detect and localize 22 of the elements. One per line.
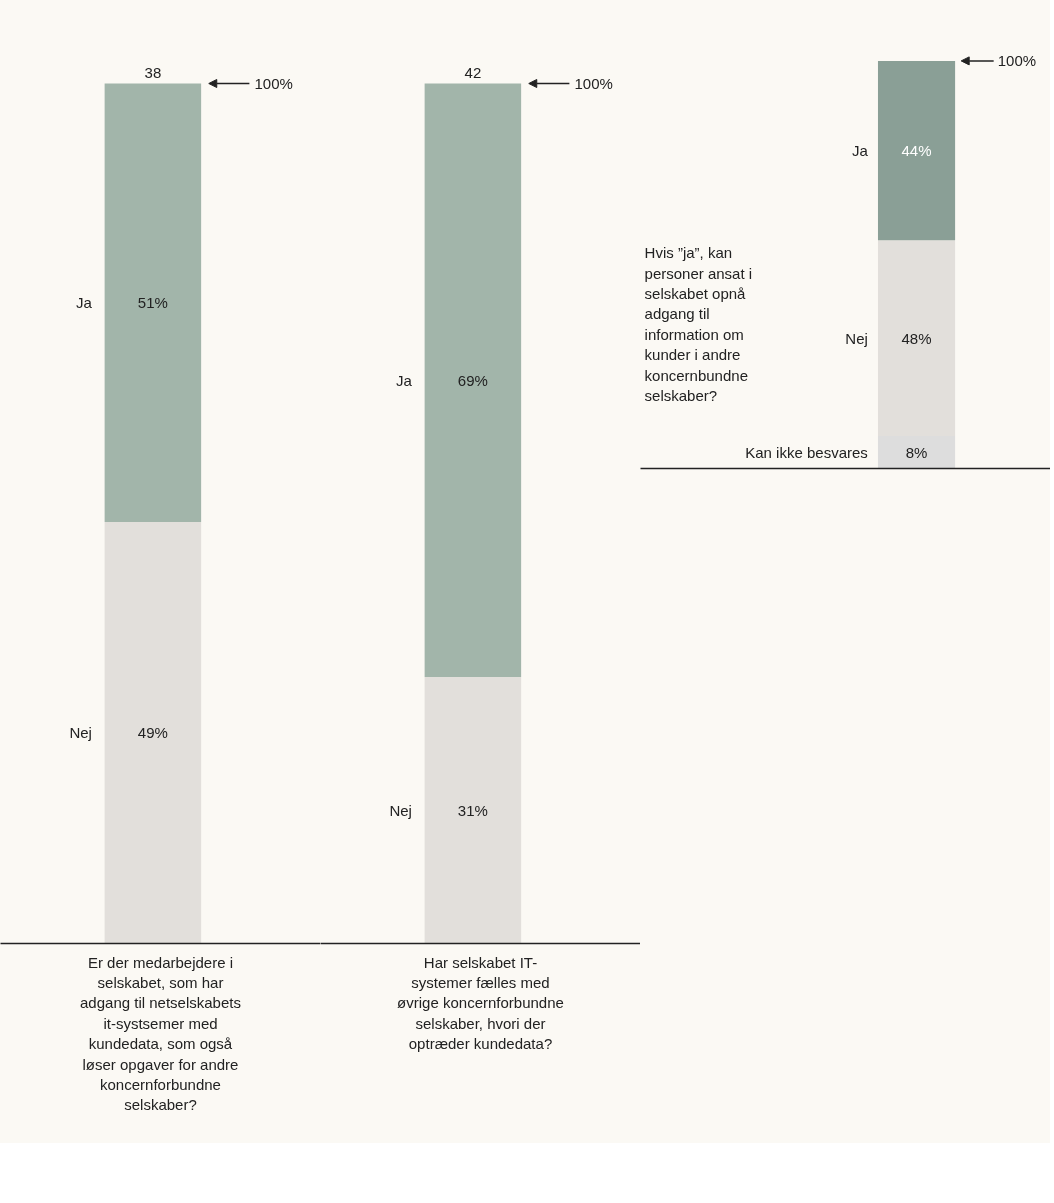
text: 100% [254, 75, 293, 92]
text: 100% [997, 52, 1037, 70]
series-label: Nej [389, 801, 412, 819]
text: 100% [574, 75, 613, 92]
data-label: 51% [137, 294, 168, 312]
data-label: 8% [905, 443, 928, 461]
series-label: Ja [851, 142, 869, 160]
data-label: 44% [901, 142, 932, 160]
data-label: 49% [137, 724, 168, 742]
data-label: 31% [457, 801, 488, 819]
data-label: 69% [457, 371, 488, 389]
series-label: Ja [76, 294, 93, 312]
text: 42 [464, 63, 482, 81]
x-axis-title: Har selskabet IT-systemer fælles med øvrige koncernforbundne selskaber, hvori der optræder kundedata? [397, 953, 564, 1053]
text: Hvis ”ja”, kan personer ansat i selskabet opnå adgang til information om kunder i andre koncernbundne selskaber? [644, 244, 753, 405]
series-label: Nej [845, 329, 868, 347]
x-axis-title: Er der medarbejdere i selskabet, som har adgang til netselskabets it-systsemer med kundedata, som også løser opgaver for andre koncernforbundne selskaber? [80, 953, 241, 1114]
text: 38 [144, 63, 162, 81]
data-label: 48% [901, 329, 932, 347]
series-label: Kan ikke besvares [745, 443, 868, 461]
series-label: Ja [396, 371, 413, 389]
series-label: Nej [69, 724, 92, 742]
